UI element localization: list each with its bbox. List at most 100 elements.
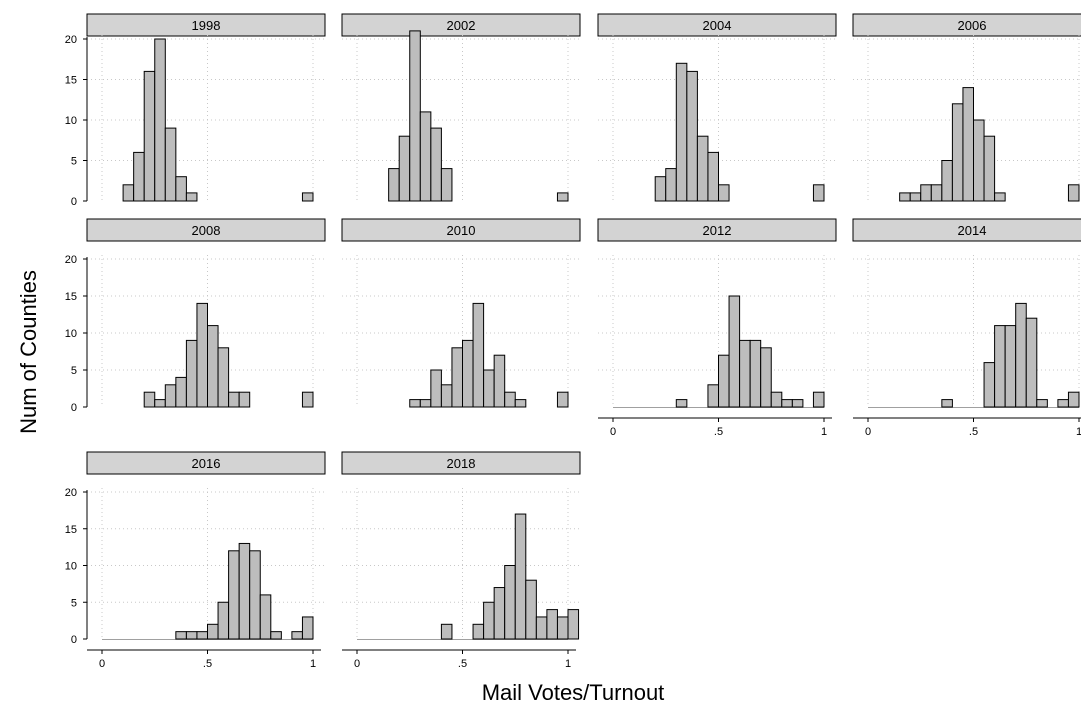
histogram-bar — [472, 623, 485, 640]
histogram-bar — [962, 87, 975, 202]
panel-2014: 2014 0 .5 1 — [852, 218, 1081, 438]
histogram-bar — [930, 184, 943, 202]
histogram-bar — [143, 391, 156, 408]
histogram-bar — [535, 616, 548, 640]
histogram-bar — [686, 70, 698, 202]
histogram-bar — [388, 168, 400, 202]
panel-header — [86, 218, 326, 242]
panel-title: 2008 — [192, 223, 221, 238]
y-tick-label: 10 — [65, 561, 77, 573]
histogram-bar — [525, 579, 537, 640]
panel-title: 2002 — [447, 18, 476, 33]
histogram-bar — [941, 160, 953, 202]
histogram-bar — [217, 347, 230, 408]
histogram-bar — [556, 192, 569, 202]
histogram-bar — [175, 376, 187, 408]
histogram-bar — [419, 111, 432, 202]
histogram-bar — [654, 176, 667, 202]
histogram-bar — [728, 295, 741, 408]
histogram-bar — [556, 391, 569, 408]
histogram-bar — [781, 399, 793, 408]
panel-header — [852, 218, 1081, 242]
x-tick-label: .5 — [203, 658, 212, 670]
x-tick-label: 1 — [310, 658, 316, 670]
histogram-bar — [504, 391, 516, 408]
histogram-bar — [430, 369, 442, 408]
histogram-bar — [514, 513, 527, 640]
histogram-bar — [175, 631, 187, 640]
histogram-bar — [440, 168, 453, 202]
panel-2006: 2006 — [852, 13, 1081, 202]
y-tick-label: 10 — [65, 328, 77, 340]
x-tick-label: 0 — [865, 426, 871, 438]
x-tick-label: 1 — [565, 658, 571, 670]
histogram-bar — [259, 594, 272, 640]
histogram-bar — [185, 631, 198, 640]
histogram-bar — [1004, 325, 1017, 408]
histogram-bar — [941, 399, 953, 408]
panel-2018: 2018 0 .5 1 — [341, 451, 581, 670]
histogram-bar — [196, 302, 208, 408]
histogram-bar — [154, 399, 166, 408]
histogram-bar — [546, 609, 558, 640]
histogram-bar — [133, 151, 145, 202]
histogram-bar — [207, 325, 219, 408]
histogram-bar — [238, 542, 251, 640]
histogram-bar — [983, 135, 996, 202]
histogram-bar — [1015, 302, 1027, 408]
histogram-bar — [707, 384, 720, 408]
histogram-bar — [301, 391, 314, 408]
y-tick-label: 20 — [65, 487, 77, 499]
histogram-bar — [718, 354, 730, 408]
panel-header — [597, 13, 837, 37]
panel-2010: 2010 — [341, 218, 581, 408]
histogram-bar — [567, 609, 580, 640]
histogram-bar — [899, 192, 911, 202]
y-tick-label: 0 — [71, 402, 77, 414]
panel-2002: 2002 — [341, 13, 581, 202]
x-axis-title: Mail Votes/Turnout — [482, 680, 665, 705]
histogram-bar — [270, 631, 282, 640]
histogram-bar — [398, 135, 411, 202]
y-tick-label: 15 — [65, 524, 77, 536]
panel-title: 2018 — [447, 456, 476, 471]
histogram-bar — [1036, 399, 1048, 408]
histogram-bar — [675, 62, 688, 202]
y-tick-label: 20 — [65, 34, 77, 46]
histogram-bar — [122, 184, 135, 202]
y-tick-label: 5 — [71, 156, 77, 168]
y-tick-label: 0 — [71, 634, 77, 646]
x-tick-label: 0 — [610, 426, 616, 438]
panel-title: 2004 — [703, 18, 732, 33]
x-tick-label: .5 — [714, 426, 723, 438]
histogram-bar — [249, 550, 261, 640]
panel-title: 2016 — [192, 456, 221, 471]
y-tick-label: 15 — [65, 75, 77, 87]
x-tick-label: 0 — [99, 658, 105, 670]
x-tick-label: 1 — [1076, 426, 1081, 438]
histogram-bar — [973, 119, 985, 202]
y-tick-label: 20 — [65, 254, 77, 266]
histogram-bar — [185, 339, 198, 408]
histogram-bar — [812, 391, 825, 408]
histogram-bar — [217, 601, 230, 640]
y-tick-label: 5 — [71, 597, 77, 609]
y-tick-label: 15 — [65, 291, 77, 303]
histogram-bar — [430, 127, 442, 202]
histogram-bar — [707, 151, 720, 202]
histogram-bar — [1067, 391, 1080, 408]
histogram-bar — [920, 184, 932, 202]
histogram-bar — [493, 354, 506, 408]
histogram-bar — [301, 192, 314, 202]
histogram-bar — [154, 38, 166, 202]
panel-2004: 2004 — [597, 13, 837, 202]
histogram-bar — [760, 347, 772, 408]
x-tick-label: .5 — [458, 658, 467, 670]
histogram-bar — [409, 399, 421, 408]
histogram-bar — [238, 391, 251, 408]
histogram-bar — [749, 339, 762, 408]
y-axis-title: Num of Counties — [16, 270, 41, 434]
histogram-bar — [514, 399, 527, 408]
